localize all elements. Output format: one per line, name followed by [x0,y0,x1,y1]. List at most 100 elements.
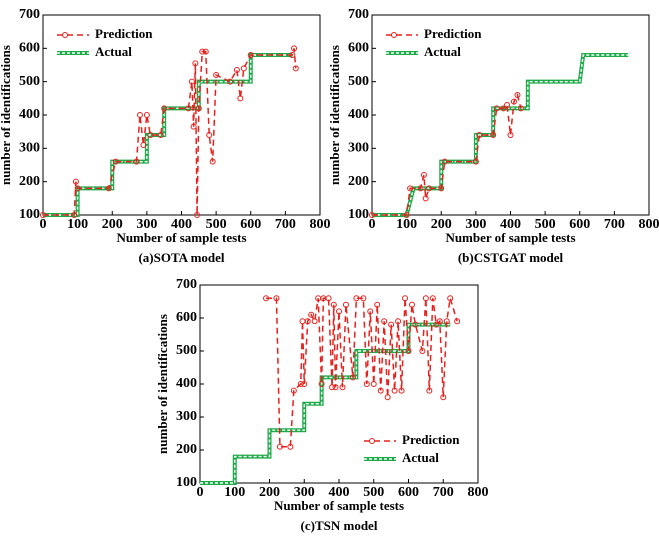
prediction-marker [443,318,450,325]
prediction-marker [454,318,461,325]
prediction-marker [500,105,507,112]
prediction-marker [422,195,429,202]
y-tick-label: 500 [348,74,369,89]
prediction-marker [247,52,254,58]
y-tick-label: 600 [176,310,197,325]
x-tick-label: 400 [171,217,192,232]
caption: (a)SOTA model [138,250,224,265]
x-tick-label: 0 [197,485,204,500]
legend-swatch-marker [369,438,375,444]
prediction-marker [374,301,381,308]
legend-box [360,431,468,471]
prediction-marker [504,102,511,108]
prediction-marker [493,105,500,112]
prediction-marker [226,78,233,85]
prediction-marker [370,381,377,387]
x-tick-label: 200 [102,217,123,232]
legend-label: Actual [424,44,461,59]
prediction-marker [161,105,168,112]
x-axis-label: Number of sample tests [116,230,246,245]
x-tick-label: 700 [433,485,454,500]
prediction-marker [384,394,391,401]
prediction-marker [417,185,424,192]
y-tick-label: 700 [176,277,197,292]
x-tick-label: 700 [604,217,625,232]
x-tick-label: 800 [468,485,489,500]
prediction-marker [514,92,521,98]
prediction-marker [436,318,443,325]
prediction-marker [438,185,445,192]
prediction-marker [408,301,415,308]
prediction-marker [237,95,244,102]
prediction-marker [510,98,517,105]
x-tick-label: 600 [398,485,419,500]
x-tick-label: 800 [639,217,659,232]
y-tick-label: 300 [176,409,197,424]
prediction-marker [318,381,325,387]
x-axis-label: Number of sample tests [274,498,404,513]
prediction-marker [287,443,294,450]
prediction-marker [276,443,283,450]
subplot: 0 100 200 300 400 500 600 700 800100200300400500… [155,277,489,533]
subplot: 0 100 200 300 400 500 600 700 800100200300400500… [327,7,659,265]
prediction-marker [233,67,240,73]
prediction-marker [426,387,433,394]
x-tick-label: 700 [275,217,296,232]
y-tick-label: 600 [19,41,40,56]
prediction-marker [308,311,315,318]
x-tick-label: 600 [240,217,261,232]
prediction-marker [147,132,154,138]
y-tick-label: 500 [19,74,40,89]
prediction-marker [195,105,202,112]
prediction-marker [133,158,140,165]
caption: (b)CSTGAT model [458,250,564,265]
y-tick-label: 500 [176,343,197,358]
prediction-marker [336,308,342,315]
prediction-marker [472,158,479,165]
prediction-marker [291,45,298,52]
y-tick-label: 700 [19,7,40,22]
x-tick-label: 300 [294,485,315,500]
prediction-marker [363,381,370,387]
prediction-marker [420,172,427,178]
prediction-marker [105,185,112,192]
prediction-marker [140,142,147,148]
x-tick-label: 400 [329,485,350,500]
prediction-marker [301,381,308,387]
actual-line-inner [43,54,293,216]
x-tick-label: 800 [310,217,331,232]
prediction-marker [185,105,192,112]
prediction-marker [381,318,388,325]
prediction-marker [476,132,483,138]
prediction-marker [402,295,409,302]
prediction-marker [441,158,448,165]
y-axis-label: number of identifications [327,45,342,185]
prediction-marker [213,72,220,78]
prediction-marker [490,132,497,138]
x-axis-label: Number of sample tests [445,230,575,245]
prediction-marker [353,295,360,302]
legend-swatch-marker [62,32,68,38]
subplot: 0 100 200 300 400 500 600 700 800100200300400500… [0,7,331,265]
prediction-marker [429,295,436,302]
legend-label: Prediction [424,26,482,41]
prediction-marker [360,295,367,302]
y-tick-label: 300 [348,141,369,156]
prediction-marker [136,112,143,118]
prediction-marker [349,374,356,381]
y-axis-label: number of identifications [155,314,170,454]
legend-label: Prediction [95,26,153,41]
legend-label: Actual [402,450,439,465]
prediction-marker [240,65,247,72]
prediction-marker [426,185,433,192]
prediction-marker [290,387,297,394]
prediction-marker [391,387,398,394]
prediction-marker [395,318,402,325]
prediction-marker [194,212,201,218]
prediction-marker [377,387,384,394]
x-tick-label: 300 [465,217,486,232]
prediction-marker [398,387,405,394]
x-tick-label: 100 [67,217,88,232]
prediction-marker [72,178,79,185]
